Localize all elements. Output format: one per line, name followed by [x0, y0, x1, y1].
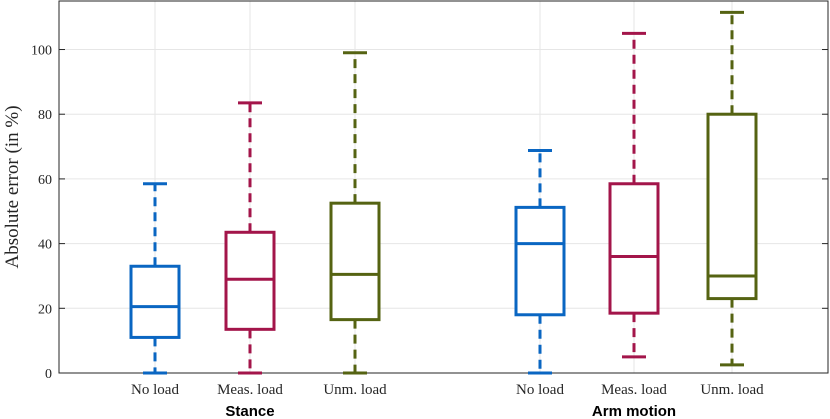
- plot-frame: [58, 0, 829, 374]
- x-labels: No load Meas. load Unm. load Stance No load M…: [131, 382, 764, 419]
- iqr-box: [706, 112, 758, 301]
- iqr-box: [608, 182, 660, 315]
- y-axis-title: Absolute error (in %): [2, 105, 23, 268]
- ytick-label-40: 40: [38, 238, 52, 253]
- ytick-label-0: 0: [45, 367, 52, 382]
- box-stance-unm-load: [329, 51, 381, 375]
- xtick-label: Unm. load: [700, 382, 764, 398]
- xtick-label: No load: [516, 382, 564, 398]
- y-ticks: 0 20 40 60 80 100: [31, 44, 828, 382]
- box-stance-no-load: [129, 182, 181, 375]
- iqr-box: [129, 264, 181, 339]
- ytick-label-20: 20: [38, 302, 52, 317]
- box-arm-motion-unm-load: [706, 10, 758, 367]
- ytick-label-80: 80: [38, 108, 52, 123]
- ytick-label-100: 100: [31, 44, 52, 59]
- box-arm-motion-no-load: [514, 148, 566, 375]
- iqr-box: [224, 230, 276, 331]
- xtick-label: Meas. load: [601, 382, 667, 398]
- group-label: Stance: [225, 403, 274, 419]
- iqr-box: [329, 201, 381, 322]
- xtick-label: No load: [131, 382, 179, 398]
- boxes: [129, 10, 758, 375]
- group-label: Arm motion: [592, 403, 676, 419]
- ytick-label-60: 60: [38, 173, 52, 188]
- box-stance-meas-load: [224, 101, 276, 375]
- xtick-label: Meas. load: [217, 382, 283, 398]
- xtick-label: Unm. load: [323, 382, 387, 398]
- iqr-box: [514, 205, 566, 317]
- box-arm-motion-meas-load: [608, 31, 660, 359]
